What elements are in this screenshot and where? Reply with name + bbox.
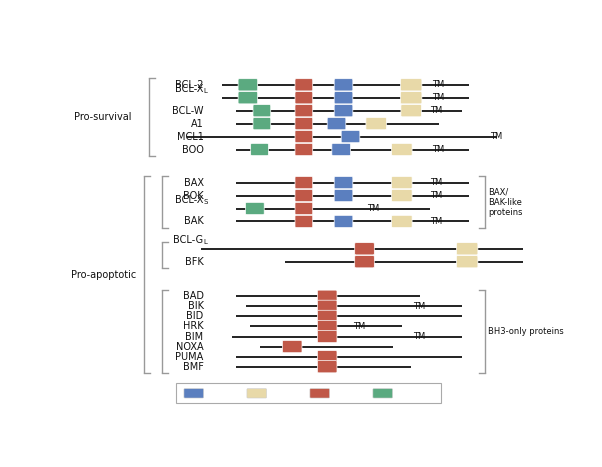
- Text: BCL-X: BCL-X: [175, 84, 203, 94]
- Text: L: L: [203, 239, 208, 245]
- FancyBboxPatch shape: [317, 290, 337, 302]
- Text: BAX/
BAK-like
proteins: BAX/ BAK-like proteins: [488, 187, 523, 217]
- FancyBboxPatch shape: [334, 92, 353, 104]
- FancyBboxPatch shape: [282, 340, 302, 353]
- FancyBboxPatch shape: [238, 79, 258, 91]
- Text: BID: BID: [186, 311, 203, 321]
- FancyBboxPatch shape: [317, 331, 337, 343]
- FancyBboxPatch shape: [295, 143, 312, 156]
- Text: BH3: BH3: [334, 389, 355, 398]
- Text: A1: A1: [191, 119, 203, 128]
- Text: L: L: [203, 88, 208, 94]
- Text: TM: TM: [432, 145, 444, 154]
- Text: MCL1: MCL1: [176, 132, 203, 142]
- Text: BH1: BH1: [208, 389, 229, 398]
- Text: TM: TM: [367, 204, 379, 213]
- FancyBboxPatch shape: [295, 190, 312, 202]
- FancyBboxPatch shape: [332, 143, 350, 156]
- Text: BAD: BAD: [182, 291, 203, 301]
- Text: BAX: BAX: [184, 177, 203, 188]
- Text: BIK: BIK: [188, 301, 203, 311]
- FancyBboxPatch shape: [456, 243, 478, 255]
- Text: HRK: HRK: [183, 321, 203, 332]
- FancyBboxPatch shape: [334, 79, 353, 91]
- FancyBboxPatch shape: [456, 255, 478, 268]
- FancyBboxPatch shape: [295, 118, 312, 130]
- FancyBboxPatch shape: [391, 215, 412, 227]
- FancyBboxPatch shape: [391, 190, 412, 202]
- FancyBboxPatch shape: [310, 389, 329, 398]
- Text: BAK: BAK: [184, 216, 203, 226]
- Text: S: S: [203, 199, 208, 205]
- FancyBboxPatch shape: [295, 130, 312, 143]
- Text: BH3-only proteins: BH3-only proteins: [488, 327, 564, 336]
- FancyBboxPatch shape: [317, 300, 337, 312]
- FancyBboxPatch shape: [317, 310, 337, 323]
- Text: TM: TM: [414, 332, 426, 341]
- FancyBboxPatch shape: [400, 92, 422, 104]
- FancyBboxPatch shape: [253, 105, 271, 117]
- FancyBboxPatch shape: [317, 351, 337, 363]
- Text: TM: TM: [430, 106, 442, 115]
- FancyBboxPatch shape: [334, 177, 353, 189]
- Text: BFK: BFK: [185, 257, 203, 267]
- Text: BCL-G: BCL-G: [173, 235, 203, 245]
- FancyBboxPatch shape: [401, 105, 421, 117]
- FancyBboxPatch shape: [366, 118, 386, 130]
- FancyBboxPatch shape: [295, 105, 312, 117]
- FancyBboxPatch shape: [295, 202, 312, 215]
- Text: BCL-2: BCL-2: [175, 80, 203, 90]
- Text: Pro-apoptotic: Pro-apoptotic: [70, 269, 136, 280]
- FancyBboxPatch shape: [250, 143, 268, 156]
- Text: PUMA: PUMA: [175, 352, 203, 361]
- FancyBboxPatch shape: [317, 361, 337, 373]
- FancyBboxPatch shape: [246, 202, 264, 215]
- FancyBboxPatch shape: [391, 143, 412, 156]
- FancyBboxPatch shape: [327, 118, 346, 130]
- FancyBboxPatch shape: [334, 215, 353, 227]
- FancyBboxPatch shape: [334, 105, 353, 117]
- Text: TM: TM: [491, 132, 503, 141]
- FancyBboxPatch shape: [355, 243, 374, 255]
- FancyBboxPatch shape: [341, 130, 360, 143]
- Text: BCL-X: BCL-X: [175, 195, 203, 205]
- FancyBboxPatch shape: [295, 92, 312, 104]
- Text: TM: TM: [432, 80, 444, 89]
- FancyBboxPatch shape: [184, 389, 203, 398]
- Text: TM: TM: [414, 302, 426, 311]
- Text: BIM: BIM: [185, 332, 203, 341]
- Text: BOK: BOK: [183, 191, 203, 200]
- Text: Pro-survival: Pro-survival: [75, 112, 132, 122]
- FancyBboxPatch shape: [334, 190, 353, 202]
- FancyBboxPatch shape: [373, 389, 393, 398]
- Text: NOXA: NOXA: [176, 341, 203, 352]
- Text: TM: TM: [430, 191, 442, 200]
- FancyBboxPatch shape: [253, 118, 271, 130]
- FancyBboxPatch shape: [355, 255, 374, 268]
- Text: BCL-W: BCL-W: [172, 106, 203, 116]
- Text: BOO: BOO: [182, 144, 203, 155]
- FancyBboxPatch shape: [247, 389, 267, 398]
- Text: BMF: BMF: [182, 362, 203, 372]
- FancyBboxPatch shape: [295, 215, 312, 227]
- Bar: [176, 383, 441, 403]
- FancyBboxPatch shape: [400, 79, 422, 91]
- FancyBboxPatch shape: [317, 320, 337, 333]
- Text: TM: TM: [432, 93, 444, 102]
- FancyBboxPatch shape: [238, 92, 258, 104]
- Text: BH4: BH4: [397, 389, 417, 398]
- Text: TM: TM: [353, 322, 365, 331]
- FancyBboxPatch shape: [295, 177, 312, 189]
- FancyBboxPatch shape: [391, 177, 412, 189]
- Text: BH2: BH2: [272, 389, 291, 398]
- FancyBboxPatch shape: [295, 79, 312, 91]
- Text: TM: TM: [430, 178, 442, 187]
- Text: TM: TM: [430, 217, 442, 226]
